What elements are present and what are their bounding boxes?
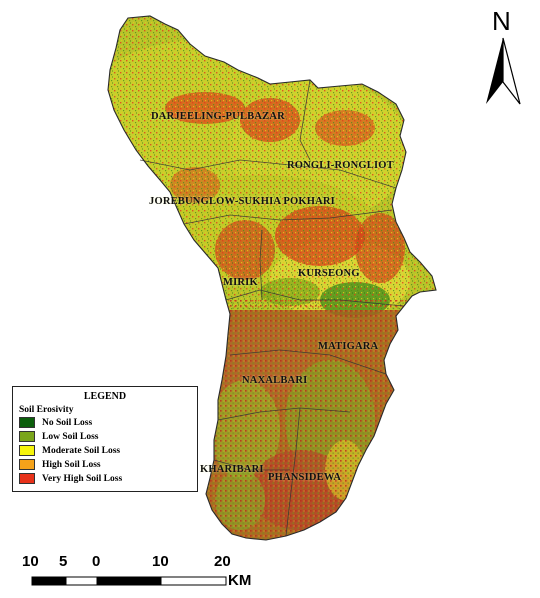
legend-item-label: Low Soil Loss — [42, 431, 99, 442]
legend-subtitle: Soil Erosivity — [19, 405, 74, 415]
scale-bar-graphic — [31, 576, 227, 586]
scale-tick-20: 20 — [214, 553, 231, 570]
legend-item-label: Very High Soil Loss — [42, 473, 123, 484]
block-boundaries — [139, 79, 405, 537]
scale-tick-10: 10 — [152, 553, 169, 570]
legend-item-no-soil-loss: No Soil Loss — [19, 417, 92, 428]
label-mirik: MIRIK — [223, 277, 258, 288]
legend-item-label: Moderate Soil Loss — [42, 445, 121, 456]
legend-item-label: High Soil Loss — [42, 459, 101, 470]
scale-tick-0: 0 — [92, 553, 101, 570]
legend-swatch — [19, 445, 35, 456]
scale-tick-10-left: 10 — [22, 553, 39, 570]
label-jorebunglow-sukhia-pokhari: JOREBUNGLOW-SUKHIA POKHARI — [149, 196, 335, 207]
label-naxalbari: NAXALBARI — [242, 375, 308, 386]
legend-item-low-soil-loss: Low Soil Loss — [19, 431, 99, 442]
legend-swatch — [19, 473, 35, 484]
label-kurseong: KURSEONG — [298, 268, 360, 279]
scale-tick-5: 5 — [59, 553, 68, 570]
legend-swatch — [19, 459, 35, 470]
legend-item-very-high-soil-loss: Very High Soil Loss — [19, 473, 122, 484]
legend-swatch — [19, 431, 35, 442]
scale-unit: KM — [228, 572, 252, 589]
legend-item-moderate-soil-loss: Moderate Soil Loss — [19, 445, 120, 456]
legend-item-label: No Soil Loss — [42, 417, 93, 428]
district-boundary — [107, 15, 437, 541]
north-arrow-graphic — [486, 37, 521, 105]
label-kharibari: KHARIBARI — [200, 464, 264, 475]
legend-title: LEGEND — [83, 391, 127, 402]
north-letter: N — [492, 6, 511, 36]
label-matigara: MATIGARA — [318, 341, 379, 352]
label-phansidewa: PHANSIDEWA — [268, 472, 342, 483]
legend-swatch — [19, 417, 35, 428]
legend-item-high-soil-loss: High Soil Loss — [19, 459, 101, 470]
label-rongli-rongliot: RONGLI-RONGLIOT — [287, 160, 394, 171]
label-darjeeling-pulbazar: DARJEELING-PULBAZAR — [151, 111, 285, 122]
map-legend: LEGEND Soil Erosivity No Soil Loss Low S… — [12, 386, 198, 492]
